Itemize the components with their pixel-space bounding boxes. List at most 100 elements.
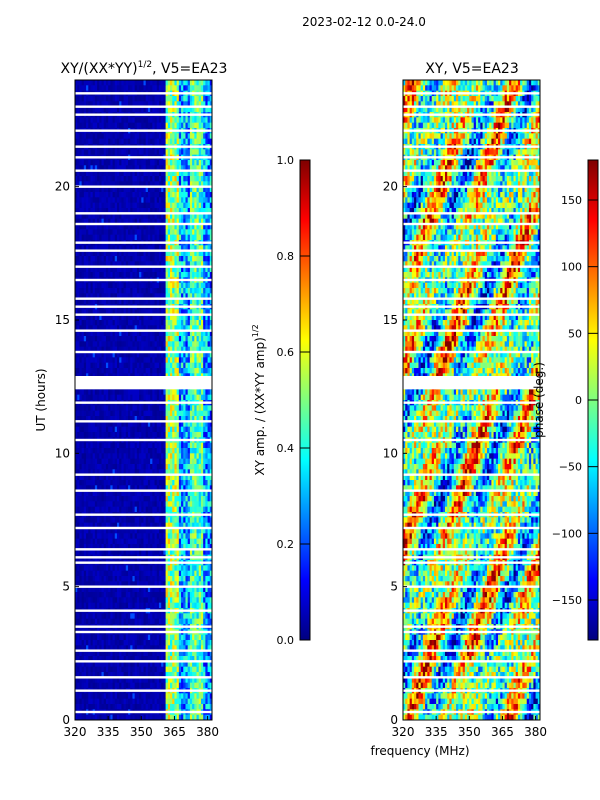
- left-heatmap-cell: [145, 202, 149, 209]
- left-heatmap-cell: [128, 245, 131, 252]
- left-heatmap-cell: [105, 405, 109, 412]
- left-heatmap-cell: [99, 245, 102, 252]
- left-heatmap-cell: [86, 453, 89, 460]
- left-heatmap-cell: [99, 149, 102, 156]
- left-heatmap-cell: [170, 272, 173, 278]
- left-heatmap-cell: [108, 96, 111, 102]
- left-heatmap-cell: [97, 320, 100, 326]
- left-heatmap-cell: [158, 256, 162, 262]
- left-heatmap-cell: [194, 213, 197, 220]
- left-heatmap-cell: [178, 256, 182, 262]
- left-heatmap-cell: [181, 314, 184, 321]
- left-heatmap-cell: [203, 464, 206, 470]
- left-heatmap-cell: [203, 272, 206, 278]
- left-heatmap-cell: [176, 485, 180, 492]
- left-heatmap-cell: [75, 165, 78, 172]
- left-heatmap-cell: [185, 229, 189, 236]
- left-heatmap-cell: [209, 410, 213, 417]
- left-heatmap-cell: [207, 181, 211, 188]
- left-heatmap-cell: [200, 453, 204, 460]
- left-heatmap-cell: [116, 464, 120, 470]
- left-heatmap-cell: [88, 368, 91, 374]
- left-heatmap-cell: [75, 480, 78, 486]
- left-heatmap-cell: [174, 122, 178, 129]
- left-heatmap-cell: [145, 96, 149, 102]
- left-heatmap-cell: [97, 170, 100, 177]
- left-heatmap-cell: [158, 272, 162, 278]
- left-heatmap-cell: [103, 256, 107, 262]
- left-heatmap-cell: [150, 448, 153, 454]
- left-heatmap-cell: [167, 362, 171, 369]
- left-heatmap-cell: [92, 256, 96, 262]
- left-heatmap-cell: [187, 186, 191, 193]
- left-heatmap-cell: [116, 213, 120, 220]
- left-heatmap-cell: [207, 341, 211, 348]
- left-heatmap-cell: [194, 405, 197, 412]
- left-heatmap-cell: [194, 117, 197, 124]
- left-heatmap-cell: [116, 368, 120, 374]
- left-heatmap-cell: [81, 421, 85, 428]
- left-heatmap-cell: [167, 202, 171, 209]
- left-heatmap-cell: [194, 448, 197, 454]
- left-heatmap-cell: [167, 336, 171, 342]
- left-heatmap-cell: [112, 85, 116, 92]
- left-heatmap-cell: [128, 405, 131, 412]
- left-heatmap-cell: [108, 309, 111, 316]
- left-heatmap-cell: [156, 197, 160, 204]
- left-heatmap-cell: [196, 405, 200, 412]
- left-heatmap-cell: [170, 181, 173, 188]
- left-heatmap-cell: [145, 341, 149, 348]
- left-heatmap-cell: [192, 346, 195, 353]
- left-heatmap-cell: [205, 245, 208, 252]
- left-heatmap-cell: [88, 432, 91, 438]
- left-heatmap-cell: [123, 101, 127, 108]
- left-heatmap-cell: [103, 485, 107, 492]
- left-heatmap-cell: [167, 245, 171, 252]
- left-heatmap-cell: [81, 261, 85, 268]
- left-heatmap-cell: [119, 496, 122, 502]
- left-heatmap-cell: [130, 352, 133, 358]
- left-heatmap-cell: [101, 245, 105, 252]
- left-heatmap-cell: [128, 453, 131, 460]
- left-heatmap-cell: [77, 101, 80, 108]
- left-heatmap-cell: [123, 293, 127, 300]
- left-title-sup: 1/2: [138, 60, 152, 70]
- left-heatmap-cell: [112, 106, 116, 113]
- left-heatmap-cell: [92, 410, 96, 417]
- left-heatmap-cell: [79, 96, 83, 102]
- left-heatmap-cell: [90, 176, 94, 182]
- left-heatmap-cell: [101, 213, 105, 220]
- left-heatmap-cell: [123, 106, 127, 113]
- left-heatmap-cell: [172, 266, 175, 273]
- left-heatmap-cell: [189, 501, 193, 508]
- left-heatmap-cell: [130, 432, 133, 438]
- left-heatmap-cell: [161, 341, 164, 348]
- left-heatmap-cell: [125, 186, 129, 193]
- left-heatmap-cell: [147, 469, 151, 476]
- left-heatmap-cell: [161, 101, 164, 108]
- left-heatmap-cell: [136, 496, 140, 502]
- left-heatmap-cell: [79, 138, 83, 145]
- left-heatmap-cell: [183, 213, 186, 220]
- left-heatmap-cell: [192, 213, 195, 220]
- left-heatmap-cell: [136, 357, 140, 364]
- left-heatmap-cell: [139, 197, 142, 204]
- left-heatmap-cell: [103, 80, 107, 86]
- left-heatmap-cell: [110, 416, 113, 422]
- left-heatmap-cell: [143, 288, 147, 294]
- left-heatmap-cell: [88, 453, 91, 460]
- left-heatmap-cell: [101, 501, 105, 508]
- left-heatmap-cell: [170, 330, 173, 337]
- left-heatmap-cell: [125, 490, 129, 497]
- left-heatmap-cell: [150, 202, 153, 209]
- left-heatmap-cell: [125, 389, 129, 396]
- left-heatmap-cell: [209, 458, 213, 465]
- left-heatmap-cell: [92, 480, 96, 486]
- left-heatmap-cell: [158, 346, 162, 353]
- left-heatmap-cell: [121, 458, 125, 465]
- left-heatmap-cell: [79, 213, 83, 220]
- left-heatmap-cell: [99, 325, 102, 332]
- left-heatmap-cell: [170, 410, 173, 417]
- left-heatmap-cell: [183, 96, 186, 102]
- left-heatmap-cell: [110, 464, 113, 470]
